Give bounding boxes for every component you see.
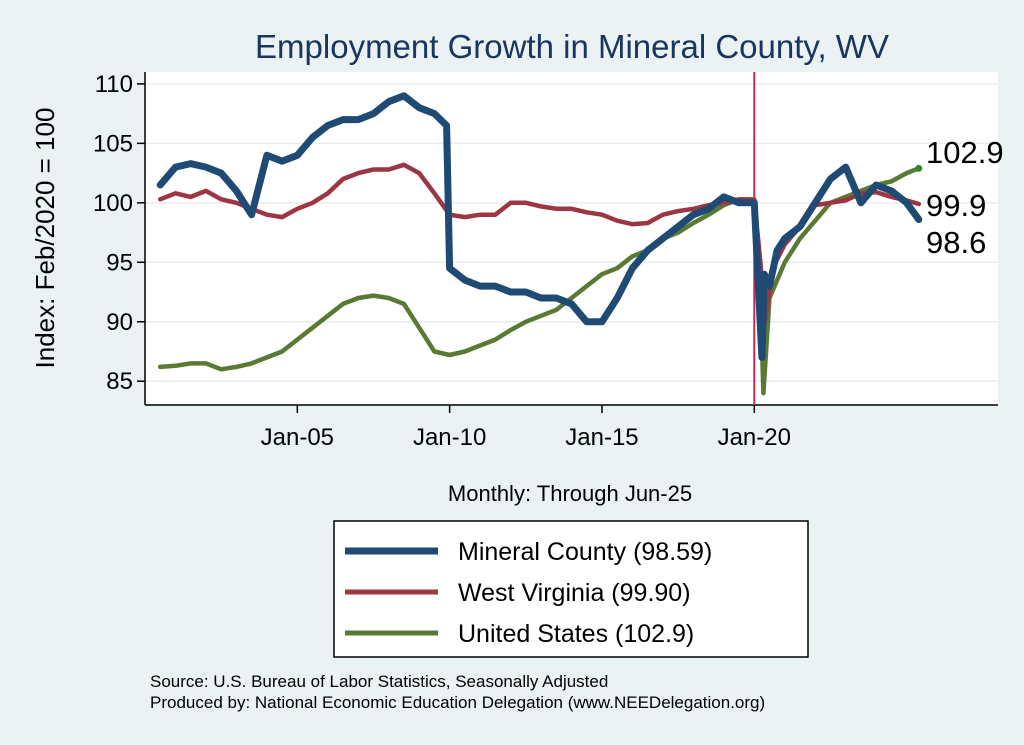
x-tick-label: Jan-10: [413, 424, 486, 451]
legend-label-mineral-county: Mineral County (98.59): [458, 538, 712, 566]
united-states-end-marker: [915, 164, 923, 172]
x-axis-ticks: Jan-05 Jan-10 Jan-15 Jan-20: [261, 405, 791, 451]
series-lines: [156, 92, 923, 396]
gridlines: [145, 83, 998, 382]
y-axis-title: Index: Feb/2020 = 100: [30, 108, 60, 369]
y-tick-label: 90: [106, 309, 133, 336]
x-axis-title: Monthly: Through Jun-25: [448, 481, 692, 506]
mineral-county-end-label: 98.6: [926, 225, 986, 260]
y-axis-ticks: 85 90 95 100 105 110: [93, 71, 145, 395]
x-tick-label: Jan-15: [565, 424, 638, 451]
legend-label-united-states: United States (102.9): [458, 620, 694, 648]
united-states-end-label: 102.9: [926, 135, 1004, 170]
west-virginia-end-label: 99.9: [926, 188, 986, 223]
y-tick-label: 105: [93, 130, 133, 157]
chart-title: Employment Growth in Mineral County, WV: [255, 28, 889, 65]
x-tick-label: Jan-20: [718, 424, 791, 451]
y-tick-label: 110: [95, 71, 133, 98]
legend-label-west-virginia: West Virginia (99.90): [458, 579, 691, 607]
x-tick-label: Jan-05: [261, 424, 334, 451]
united-states-line: [157, 166, 922, 396]
produced-by-note: Produced by: National Economic Education…: [150, 693, 765, 712]
mineral-county-line: [156, 92, 923, 361]
y-tick-label: 95: [106, 249, 133, 276]
y-tick-label: 100: [93, 190, 133, 217]
source-note: Source: U.S. Bureau of Labor Statistics,…: [150, 672, 608, 691]
y-tick-label: 85: [106, 368, 133, 395]
